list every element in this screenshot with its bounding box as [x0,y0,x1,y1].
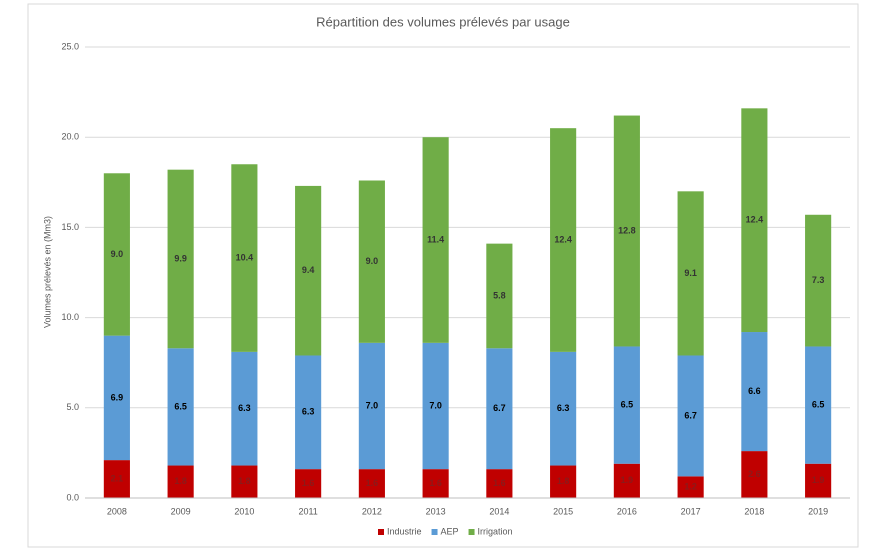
data-label: 9.0 [111,249,124,259]
data-label: 6.3 [302,407,315,417]
y-axis-label: Volumes prélevés en (Mm3) [42,216,52,328]
data-label: 9.9 [174,253,187,263]
bar-segment [741,108,768,333]
x-tick-label: 2016 [617,506,637,516]
bar-segment [741,451,768,498]
data-label: 12.4 [746,215,764,225]
bar-segment [295,469,322,498]
y-tick-label: 20.0 [61,132,79,142]
data-label: 1.6 [493,478,506,488]
x-tick-label: 2010 [234,506,254,516]
data-label: 6.6 [748,386,761,396]
x-tick-label: 2014 [489,506,509,516]
bar-segment [358,180,385,343]
data-label: 1.6 [429,478,442,488]
bar-segment [422,469,449,498]
data-label: 12.4 [554,234,572,244]
bar-segment [231,351,258,466]
bar-segment [358,342,385,470]
bar-segment [550,128,577,352]
y-tick-label: 0.0 [66,492,79,502]
x-tick-label: 2019 [808,506,828,516]
data-label: 10.4 [236,252,254,262]
bar-segment [103,460,130,498]
bar-segment [741,332,768,452]
bar-segment [167,348,194,466]
bar-segment [550,465,577,498]
x-tick-label: 2013 [426,506,446,516]
x-tick-label: 2015 [553,506,573,516]
data-label: 1.8 [238,476,251,486]
y-tick-label: 15.0 [61,222,79,232]
bar-segment [613,463,640,498]
bar-segment [805,463,832,498]
data-label: 1.8 [557,476,570,486]
bar-segment [677,355,704,477]
x-tick-label: 2017 [681,506,701,516]
data-label: 6.5 [174,401,187,411]
data-label: 6.5 [621,399,634,409]
bar-segment [231,164,258,352]
legend-label: AEP [441,526,459,536]
bar-segment [167,465,194,498]
chart-title: Répartition des volumes prélevés par usa… [316,14,570,29]
x-tick-label: 2009 [171,506,191,516]
bar-segment [677,191,704,356]
bar-segment [486,348,513,470]
data-label: 9.0 [366,256,379,266]
bar-segment [613,115,640,347]
y-tick-label: 25.0 [61,41,79,51]
data-label: 5.8 [493,290,506,300]
x-tick-label: 2012 [362,506,382,516]
bar-segment [167,169,194,349]
x-tick-label: 2011 [298,506,317,516]
bar-segment [103,173,130,336]
data-label: 1.8 [174,476,187,486]
data-label: 1.2 [684,482,697,492]
bar-segment [805,214,832,347]
bar-segment [231,465,258,498]
data-label: 1.6 [366,478,379,488]
data-label: 2.6 [748,469,761,479]
data-label: 6.7 [493,403,506,413]
data-label: 7.3 [812,275,825,285]
bar-segment [677,476,704,498]
bar-segment [805,346,832,464]
legend-swatch [431,529,438,535]
data-label: 9.1 [684,268,697,278]
data-label: 12.8 [618,225,636,235]
bar-segment [486,243,513,349]
bar-segment [295,355,322,470]
data-label: 6.9 [111,392,124,402]
data-label: 9.4 [302,265,315,275]
bar-segment [613,346,640,464]
bar-segment [103,335,130,461]
bar-segment [550,351,577,466]
y-tick-label: 10.0 [61,312,79,322]
data-label: 6.5 [812,399,825,409]
data-label: 1.6 [302,478,315,488]
data-label: 6.3 [238,403,251,413]
bar-segment [295,185,322,356]
data-label: 6.3 [557,403,570,413]
legend-label: Irrigation [478,526,513,536]
data-label: 11.4 [427,234,444,244]
y-tick-label: 5.0 [66,402,79,412]
data-label: 2.1 [111,473,124,483]
bar-segment [486,469,513,498]
x-tick-label: 2008 [107,506,127,516]
data-label: 1.9 [621,475,634,485]
bar-segment [358,469,385,498]
data-label: 7.0 [429,400,442,410]
legend-swatch [378,529,384,535]
x-tick-label: 2018 [744,506,764,516]
legend-swatch [468,529,475,535]
bar-segment [422,342,449,470]
data-label: 1.9 [812,475,825,485]
legend-label: Industrie [387,526,422,536]
bar-segment [422,137,449,343]
data-label: 7.0 [366,400,379,410]
data-label: 6.7 [684,410,697,420]
